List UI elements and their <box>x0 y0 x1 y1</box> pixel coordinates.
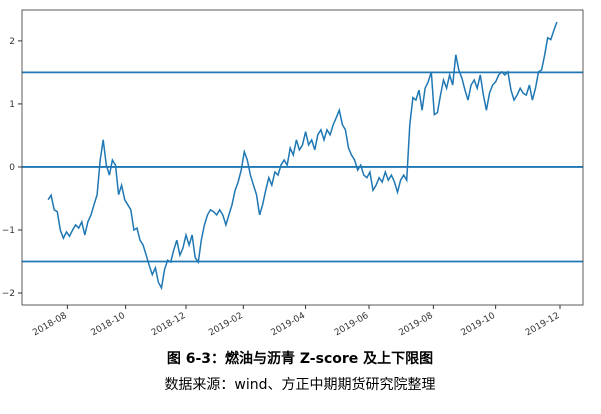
x-tick-label: 2019-08 <box>397 311 435 339</box>
y-tick-label: −2 <box>2 289 15 299</box>
y-tick-label: 2 <box>9 37 15 47</box>
caption: 图 6-3：燃油与沥青 Z-score 及上下限图 <box>167 350 433 367</box>
x-tick-label: 2018-10 <box>90 311 128 339</box>
x-tick-label: 2018-08 <box>31 311 69 339</box>
y-tick-label: 0 <box>9 163 15 173</box>
source: 数据来源：wind、方正中期期货研究院整理 <box>164 376 435 393</box>
y-tick-label: −1 <box>2 226 15 236</box>
z-score-line <box>47 21 558 291</box>
plot-frame <box>21 9 584 306</box>
x-tick-label: 2019-04 <box>269 311 307 339</box>
x-tick-label: 2019-10 <box>460 311 498 339</box>
x-tick-label: 2019-06 <box>333 311 371 339</box>
y-tick-label: 1 <box>9 100 15 110</box>
x-tick-label: 2018-12 <box>150 311 188 338</box>
x-tick-label: 2019-02 <box>207 311 245 338</box>
x-tick-label: 2019-12 <box>524 311 562 338</box>
